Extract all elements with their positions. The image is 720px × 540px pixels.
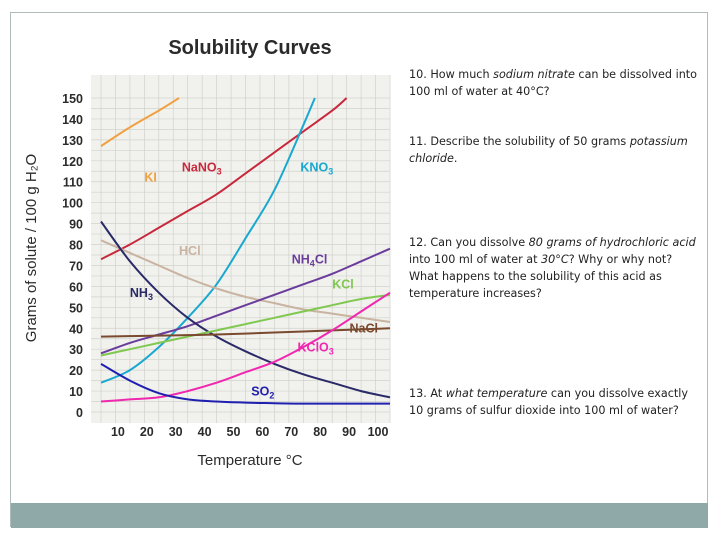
question-13: 13. At what temperature can you dissolve… bbox=[409, 385, 699, 419]
y-tick-label: 40 bbox=[69, 322, 83, 336]
question-text: 10. How much bbox=[409, 68, 494, 81]
x-tick-label: 10 bbox=[111, 425, 125, 439]
x-tick-label: 80 bbox=[313, 425, 327, 439]
x-tick-label: 90 bbox=[342, 425, 356, 439]
series-line-kclo3 bbox=[100, 291, 391, 403]
series-line-hcl bbox=[100, 239, 391, 323]
plot-area bbox=[91, 75, 390, 423]
series-label-ki: KI bbox=[144, 171, 157, 185]
y-tick-label: 120 bbox=[62, 155, 83, 169]
x-tick-label: 70 bbox=[284, 425, 298, 439]
footer-bar bbox=[11, 503, 708, 528]
y-tick-label: 90 bbox=[69, 218, 83, 232]
solubility-chart: Solubility Curves KI NaNO3 KNO3 HCl NH4Cl NH3… bbox=[23, 37, 391, 469]
question-emphasis: 30°C bbox=[541, 253, 569, 266]
series-label-kclo3: KClO3 bbox=[298, 340, 334, 356]
series-line-nano3 bbox=[100, 97, 348, 261]
y-tick-label: 70 bbox=[69, 259, 83, 273]
y-tick-label: 30 bbox=[69, 343, 83, 357]
question-text: can be dissolved into 100 ml of water at… bbox=[409, 68, 698, 98]
question-text: ? Why or why not? What happens to the so… bbox=[409, 253, 673, 300]
question-text: can you dissolve exactly 10 grams of sul… bbox=[409, 387, 688, 417]
question-text: into 100 ml of water at bbox=[409, 253, 542, 266]
question-text: . bbox=[453, 152, 458, 165]
grid-layer bbox=[91, 75, 391, 423]
question-text: 12. Can you dissolve bbox=[409, 236, 529, 249]
series-layer: KI NaNO3 KNO3 HCl NH4Cl NH3 KCl NaCl KClO3 SO2 bbox=[100, 97, 391, 405]
question-10: 10. How much sodium nitrate can be disso… bbox=[409, 66, 699, 100]
series-label-nh3: NH3 bbox=[130, 286, 153, 302]
y-tick-label: 140 bbox=[62, 113, 83, 127]
question-text: 13. At bbox=[409, 387, 446, 400]
x-tick-label: 60 bbox=[255, 425, 269, 439]
x-tick-label: 20 bbox=[140, 425, 154, 439]
x-axis-label: Temperature °C bbox=[197, 452, 302, 469]
series-label-kno3: KNO3 bbox=[300, 160, 333, 176]
question-12: 12. Can you dissolve 80 grams of hydroch… bbox=[409, 234, 699, 302]
series-label-so2: SO2 bbox=[251, 384, 274, 400]
y-tick-label: 60 bbox=[69, 280, 83, 294]
y-tick-label: 20 bbox=[69, 364, 83, 378]
chart-title: Solubility Curves bbox=[168, 37, 331, 59]
y-tick-label: 10 bbox=[69, 385, 83, 399]
y-axis-label: Grams of solute / 100 g H₂O bbox=[23, 154, 40, 342]
x-tick-label: 50 bbox=[227, 425, 241, 439]
x-tick-label: 30 bbox=[169, 425, 183, 439]
series-label-nacl: NaCl bbox=[350, 321, 378, 335]
y-tick-label: 150 bbox=[62, 92, 83, 106]
question-emphasis: potassium chloride bbox=[409, 135, 688, 165]
series-line-ki bbox=[100, 97, 180, 147]
series-line-nacl bbox=[100, 327, 391, 338]
question-emphasis: 80 grams of hydrochloric acid bbox=[528, 236, 696, 249]
question-text: 11. Describe the solubility of 50 grams bbox=[409, 135, 630, 148]
series-line-nh3 bbox=[100, 220, 391, 399]
series-line-so2 bbox=[100, 363, 390, 405]
series-label-kcl: KCl bbox=[332, 277, 354, 291]
question-emphasis: what temperature bbox=[445, 387, 548, 400]
series-line-kcl bbox=[100, 293, 391, 357]
series-label-hcl: HCl bbox=[179, 244, 201, 258]
y-tick-label: 100 bbox=[62, 197, 83, 211]
x-tick-label: 40 bbox=[198, 425, 212, 439]
question-emphasis: sodium nitrate bbox=[493, 68, 575, 81]
series-label-nh4cl: NH4Cl bbox=[292, 252, 328, 268]
y-tick-label: 50 bbox=[69, 301, 83, 315]
series-line-kno3 bbox=[100, 97, 316, 384]
axis-layer: 0 10 20 30 40 50 60 70 80 90 100 110 120 130 140 150 10 2… bbox=[62, 92, 388, 439]
y-tick-label: 130 bbox=[62, 134, 83, 148]
y-tick-label: 110 bbox=[63, 176, 83, 190]
series-line-nh4cl bbox=[100, 247, 391, 355]
question-11: 11. Describe the solubility of 50 grams … bbox=[409, 133, 699, 167]
x-tick-label: 100 bbox=[368, 425, 389, 439]
y-tick-label: 80 bbox=[69, 239, 83, 253]
series-label-nano3: NaNO3 bbox=[182, 160, 222, 176]
y-tick-label: 0 bbox=[76, 406, 83, 420]
